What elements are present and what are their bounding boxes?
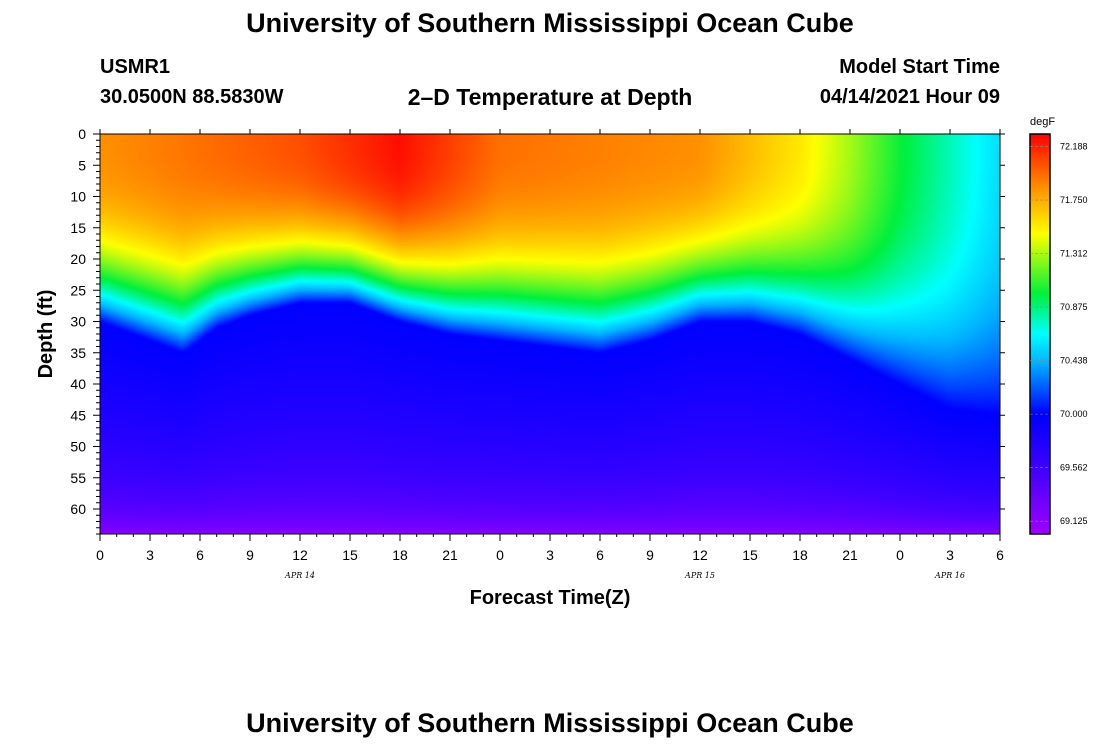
x-tick-label: 9 (646, 547, 654, 563)
x-tick-label: 18 (792, 547, 808, 563)
colorbar-tick-label: 71.750 (1060, 195, 1088, 205)
model-start-label: Model Start Time (839, 56, 1000, 78)
y-axis: 0 5 10 15 20 25 30 35 40 45 50 55 60 (70, 126, 1005, 535)
x-axis-title: Forecast Time(Z) (470, 587, 631, 609)
x-tick-label: 3 (946, 547, 954, 563)
y-tick-label: 50 (70, 439, 86, 455)
station-id: USMR1 (100, 56, 171, 78)
x-tick-label: 12 (292, 547, 308, 563)
x-tick-label: 3 (546, 547, 554, 563)
x-tick-label: 6 (596, 547, 604, 563)
y-tick-label: 30 (70, 314, 86, 330)
y-tick-label: 20 (70, 251, 86, 267)
date-label: APR 14 (284, 571, 315, 580)
x-tick-label: 9 (246, 547, 254, 563)
station-coordinates: 30.0500N 88.5830W (100, 86, 284, 108)
colorbar-unit: degF (1030, 116, 1055, 128)
x-tick-label: 6 (996, 547, 1004, 563)
x-tick-label: 21 (842, 547, 858, 563)
date-label: APR 16 (934, 571, 965, 580)
x-axis: 0 3 6 9 12 15 18 21 0 3 6 9 12 15 18 21 0 3 6 APR 14 APR 15 A… (96, 129, 1004, 580)
y-tick-label: 5 (78, 157, 86, 173)
y-tick-label: 0 (78, 126, 86, 142)
y-tick-label: 40 (70, 376, 86, 392)
x-tick-label: 18 (392, 547, 408, 563)
x-tick-label: 0 (96, 547, 104, 563)
colorbar-gradient (1030, 134, 1050, 534)
date-label: APR 15 (684, 571, 715, 580)
y-tick-label: 60 (70, 501, 86, 517)
x-tick-label: 3 (146, 547, 154, 563)
y-tick-label: 45 (70, 407, 86, 423)
colorbar-tick-label: 71.312 (1060, 249, 1088, 259)
temperature-field (100, 134, 1000, 534)
colorbar-tick-label: 69.125 (1060, 516, 1088, 526)
x-tick-label: 6 (196, 547, 204, 563)
footer-title: University of Southern Mississippi Ocean… (246, 708, 854, 738)
model-start-value: 04/14/2021 Hour 09 (819, 86, 1000, 108)
heatmap (100, 134, 1000, 534)
y-axis-title: Depth (ft) (35, 290, 57, 379)
y-tick-label: 10 (70, 189, 86, 205)
page-title: University of Southern Mississippi Ocean… (246, 8, 854, 38)
x-tick-label: 0 (496, 547, 504, 563)
x-tick-label: 15 (742, 547, 758, 563)
y-tick-label: 15 (70, 220, 86, 236)
y-tick-label: 35 (70, 345, 86, 361)
y-tick-label: 25 (70, 282, 86, 298)
x-tick-label: 0 (896, 547, 904, 563)
y-tick-label: 55 (70, 470, 86, 486)
colorbar-tick-label: 72.188 (1060, 141, 1088, 151)
colorbar-tick-label: 70.000 (1060, 409, 1088, 419)
chart-subtitle: 2–D Temperature at Depth (407, 84, 693, 110)
colorbar-tick-label: 70.875 (1060, 302, 1088, 312)
colorbar: degF 72.188 71.750 71.312 70.875 70.438 70.00… (1029, 116, 1088, 535)
colorbar-frame (1029, 133, 1051, 535)
x-tick-label: 21 (442, 547, 458, 563)
x-tick-label: 15 (342, 547, 358, 563)
colorbar-tick-label: 70.438 (1060, 356, 1088, 366)
colorbar-tick-label: 69.562 (1060, 463, 1088, 473)
x-tick-label: 12 (692, 547, 708, 563)
